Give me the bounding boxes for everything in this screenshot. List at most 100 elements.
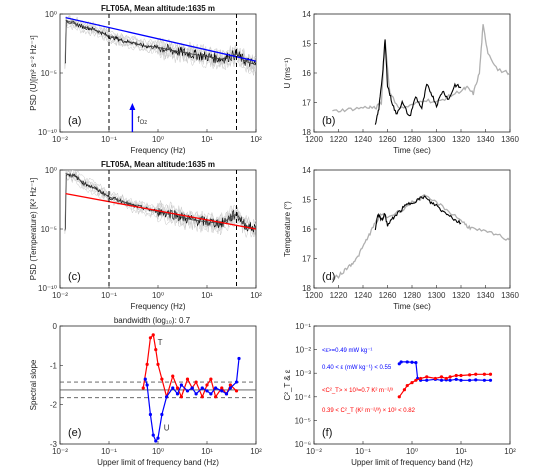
panel-b-xtick-label: 1280 [403,135,421,144]
panel-f-ytick-label: 10⁻⁶ [295,440,311,449]
panel-b-xtick-label: 1240 [354,135,372,144]
panel-f-point-1 [405,383,409,388]
panel-d-xtick-label: 1240 [354,291,372,300]
panel-e-point-1 [151,433,155,437]
panel-f-point-1 [425,375,429,379]
panel-a-ytick-label: 10⁰ [45,10,57,19]
panel-e-point-0 [148,336,153,340]
panel-a-fit-line [65,16,256,62]
panel-e-ylabel: Spectral slope [29,359,38,410]
panel-e-label-U: U [164,424,170,433]
panel-f-point-1 [468,373,472,377]
panel-e-point-0 [200,395,204,399]
panel-b-frame [313,13,511,133]
panel-f-point-0 [439,378,444,382]
panel-f-ytick-label: 10⁻³ [295,369,311,378]
panel-e-point-1 [145,383,149,387]
panel-d-plot-area [331,194,510,281]
panel-f-point-0 [405,360,409,364]
panel-e-point-1 [185,389,190,393]
panel-e-point-0 [179,395,183,399]
panel-e-point-0 [160,377,164,381]
panel-e-xtick-label: 10² [250,447,262,456]
panel-d-xlabel: Time (sec) [393,302,431,311]
panel-b-ytick-label: 15 [302,40,311,49]
panel-f-ytick-label: 10⁻² [295,346,311,355]
panel-c-fit-line [65,192,256,230]
panel-d-ytick-label: 14 [302,166,311,175]
panel-d-xtick-label: 1340 [477,291,495,300]
panel-d-ytick-label: 16 [302,225,311,234]
panel-f-point-0 [410,360,414,364]
panel-a-ytick-label: 10⁻⁵ [41,69,57,78]
panel-f-point-1 [459,373,463,378]
panel-d-ytick-label: 18 [302,284,311,293]
panel-f-point-1 [414,378,418,382]
panel-e-title: bandwidth (log₁₀): 0.7 [114,316,191,325]
panel-f-letter: (f) [322,427,332,439]
panel-e-point-1 [154,439,158,443]
panel-e-point-1 [220,389,224,393]
panel-d-ylabel: Temperature (°) [283,201,292,257]
panel-d-xtick-label: 1280 [403,291,421,300]
panel-d-xtick-label: 1220 [330,291,348,300]
panel-f-xtick-label: 10¹ [455,447,467,456]
panel-c-ytick-label: 10⁻⁵ [41,225,57,234]
panel-e-ytick-label: -2 [50,401,58,410]
panel-e-ytick-label: 0 [53,322,58,331]
panel-f-point-1 [448,375,452,379]
panel-a-xtick-label: 10⁰ [152,135,164,144]
panel-f-annotation-2: <C²_T> × 10³=0.7 K² m⁻²/³ [322,388,393,394]
panel-e-point-1 [205,389,209,393]
panel-e-frame [59,325,257,445]
panel-a-title: FLT05A, Mean altitude:1635 m [101,4,215,13]
panel-f-annotation-1: 0.40 < ε (mW kg⁻¹) < 0.55 [322,365,392,371]
panel-e-point-0 [145,362,149,366]
panel-e-letter: (e) [68,427,81,439]
panel-a-spectrum [64,19,256,67]
panel-b-series-1 [374,39,462,125]
panel-a-spectrum-mean [65,19,256,66]
panel-f-point-1 [433,376,437,381]
panel-f-point-0 [482,378,486,382]
panel-e-plot-area [60,333,256,443]
panel-b-xlabel: Time (sec) [393,146,431,155]
panel-c-ytick-label: 10⁻¹⁰ [38,284,57,293]
panel-a-letter: (a) [68,115,81,127]
panel-b-xtick-label: 1200 [305,135,323,144]
panel-f-point-0 [414,361,418,365]
panel-f-point-1 [397,395,401,399]
panel-a-fOz-arrowhead [129,103,136,110]
panel-d-ytick-label: 15 [302,196,311,205]
panel-c-title: FLT05A, Mean altitude:1635 m [101,160,215,169]
panel-e-point-1 [237,356,241,361]
panel-c-xtick-label: 10¹ [201,291,213,300]
panel-c-xtick-label: 10⁻¹ [101,291,117,300]
panel-f-xlabel: Upper limit of frequency band (Hz) [351,458,473,467]
panel-e-point-1 [148,412,153,417]
panel-f-point-1 [482,372,486,376]
panel-b-ytick-label: 16 [302,69,311,78]
panel-f-point-1 [444,376,448,381]
panel-d-series-1 [374,195,462,231]
panel-c-xlabel: Frequency (Hz) [130,302,185,311]
panel-f-ytick-label: 10⁻⁵ [295,416,311,425]
panel-e-label-T: T [158,338,163,347]
panel-b-ytick-label: 14 [302,10,311,19]
panel-a-xtick-label: 10⁻¹ [101,135,117,144]
panel-e-point-1 [165,395,169,399]
panel-f-xtick-label: 10² [504,447,516,456]
panel-a-fOz-label: fOz [137,115,147,126]
panel-e-point-0 [151,333,155,337]
panel-f-annotation-3: 0.39 < C²_T (K² m⁻²/³) × 10³ < 0.82 [322,408,416,414]
panel-a-xtick-label: 10¹ [201,135,213,144]
panel-c-xtick-label: 10⁰ [152,291,164,300]
panel-f-point-1 [402,388,407,392]
panel-e-point-1 [228,386,232,390]
panel-d-xtick-label: 1300 [428,291,446,300]
panel-f-point-1 [454,373,458,378]
panel-b-xtick-label: 1260 [379,135,397,144]
panel-d-ytick-label: 17 [302,255,311,264]
panel-b-xtick-label: 1220 [330,135,348,144]
